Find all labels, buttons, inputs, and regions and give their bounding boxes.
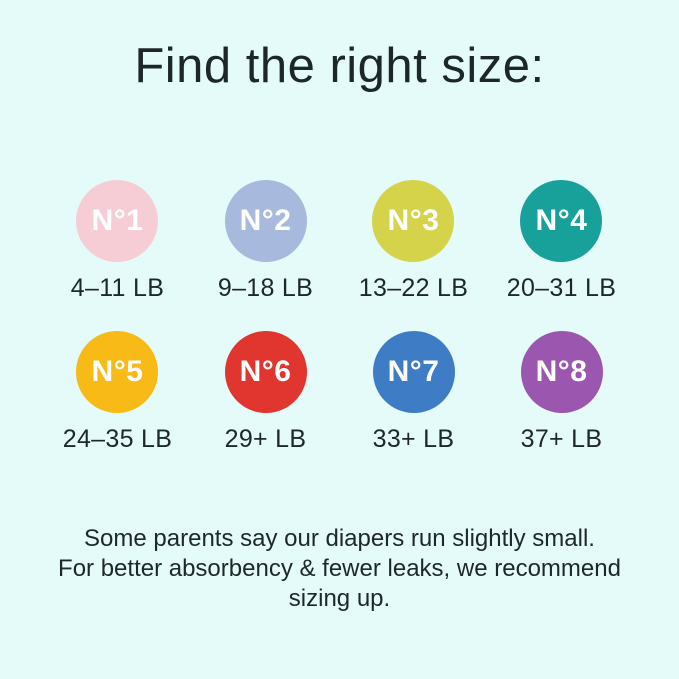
- size-cell: N°3 13–22 LB: [358, 179, 469, 303]
- footer-line: sizing up.: [288, 584, 391, 612]
- size-weight-label: 37+ LB: [520, 424, 603, 453]
- size-weight-label: 24–35 LB: [62, 424, 173, 453]
- size-cell: N°2 9–18 LB: [217, 179, 314, 303]
- size-weight-label: 4–11 LB: [70, 273, 165, 302]
- footer-line: Some parents say our diapers run slightl…: [84, 524, 595, 552]
- size-circle-badge: N°8: [520, 330, 603, 413]
- size-circle-badge: N°4: [520, 179, 603, 262]
- size-weight-label: 20–31 LB: [506, 273, 617, 302]
- size-circle-badge: N°6: [224, 330, 307, 413]
- size-cell: N°5 24–35 LB: [62, 330, 173, 454]
- size-weight-label: 33+ LB: [372, 424, 455, 453]
- size-circle-badge: N°2: [224, 179, 307, 262]
- size-weight-label: 9–18 LB: [217, 273, 314, 302]
- footer-note: Some parents say our diapers run slightl…: [58, 524, 621, 614]
- size-circle-badge: N°7: [372, 330, 455, 413]
- footer-line: For better absorbency & fewer leaks, we …: [58, 554, 621, 582]
- size-circle-badge: N°5: [76, 330, 159, 413]
- size-circle-badge: N°1: [76, 179, 159, 262]
- size-circle-badge: N°3: [372, 179, 455, 262]
- size-cell: N°6 29+ LB: [224, 330, 307, 454]
- size-cell: N°8 37+ LB: [520, 330, 603, 454]
- size-cell: N°4 20–31 LB: [506, 179, 617, 303]
- page-title: Find the right size:: [134, 39, 545, 93]
- size-grid: N°1 4–11 LB N°2 9–18 LB N°3 13–22 LB N°4 20–31 …: [44, 179, 636, 454]
- size-weight-label: 13–22 LB: [358, 273, 469, 302]
- size-cell: N°1 4–11 LB: [70, 179, 165, 303]
- size-weight-label: 29+ LB: [224, 424, 307, 453]
- size-cell: N°7 33+ LB: [372, 330, 455, 454]
